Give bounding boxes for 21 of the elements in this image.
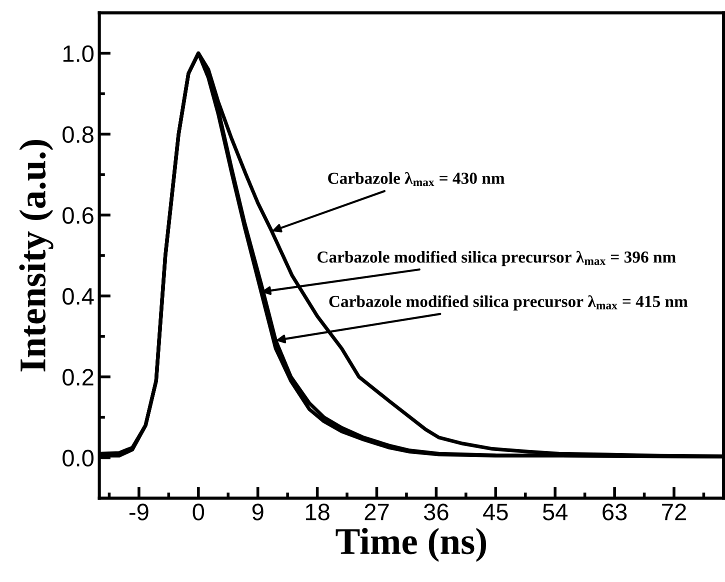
y-tick-label: 0.2 <box>62 368 94 386</box>
annotation: Carbazole modified silica precursor λ$_{max}$ = 396 nm <box>318 250 676 266</box>
x-axis-title: Time (ns) <box>336 528 486 562</box>
x-tick-label: 72 <box>662 504 686 520</box>
x-tick-label: 54 <box>542 504 568 520</box>
y-tick-label: 1.0 <box>63 45 94 62</box>
y-tick-label: 0.0 <box>62 450 94 467</box>
x-tick-label: 9 <box>252 504 264 520</box>
x-tick-label: 36 <box>424 504 448 520</box>
x-tick-label: 0 <box>192 504 204 520</box>
x-tick-label: 45 <box>483 504 508 520</box>
y-tick-label: 0.4 <box>62 288 94 305</box>
annotation: Carbazole modified silica precursor λ$_{max}$ = 415 nm <box>329 295 688 310</box>
y-axis-title: Intensity (a.u.) <box>19 140 54 372</box>
y-tick-label: 0.8 <box>62 126 94 143</box>
x-tick-label: 18 <box>306 504 330 520</box>
x-tick-label: 27 <box>364 504 389 520</box>
y-tick-label: 0.6 <box>62 207 94 224</box>
x-tick-label: -9 <box>130 504 148 520</box>
x-tick-label: 63 <box>602 504 627 520</box>
annotation: Carbazole λ$_{max}$ = 430 nm <box>328 172 505 186</box>
